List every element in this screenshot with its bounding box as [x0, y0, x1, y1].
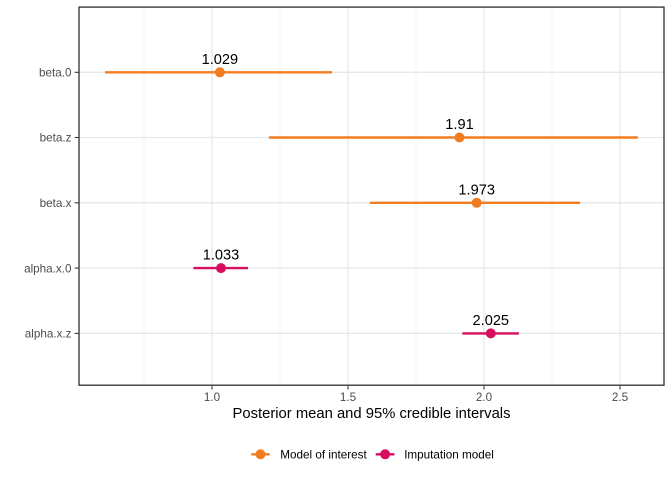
svg-text:alpha.x.0: alpha.x.0 — [24, 262, 72, 275]
svg-text:beta.0: beta.0 — [39, 67, 72, 80]
svg-text:1.0: 1.0 — [204, 391, 221, 404]
svg-text:alpha.x.z: alpha.x.z — [25, 328, 72, 341]
svg-text:2.0: 2.0 — [476, 391, 493, 404]
svg-text:beta.z: beta.z — [40, 132, 72, 145]
svg-text:Model of interest: Model of interest — [280, 448, 367, 461]
svg-text:2.025: 2.025 — [473, 313, 510, 329]
svg-text:1.029: 1.029 — [202, 52, 239, 68]
svg-text:1.973: 1.973 — [458, 182, 495, 198]
svg-text:1.91: 1.91 — [445, 117, 473, 133]
svg-text:beta.x: beta.x — [40, 197, 72, 210]
svg-text:Posterior mean and 95% credibl: Posterior mean and 95% credible interval… — [233, 406, 511, 422]
svg-text:2.5: 2.5 — [612, 391, 629, 404]
svg-text:Imputation model: Imputation model — [404, 448, 494, 461]
svg-text:1.033: 1.033 — [203, 248, 240, 264]
svg-text:1.5: 1.5 — [340, 391, 357, 404]
